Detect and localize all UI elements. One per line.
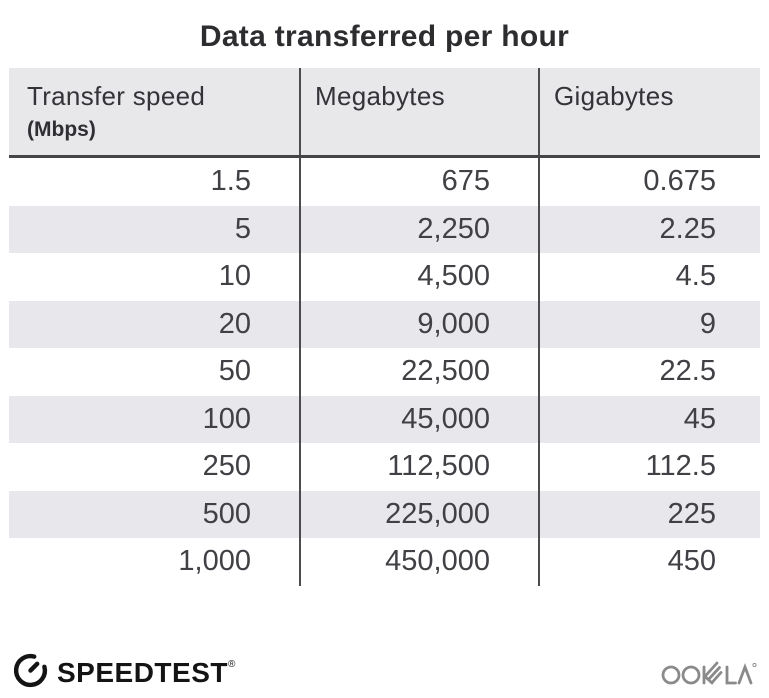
cell-megabytes: 2,250 (301, 205, 540, 253)
cell-gigabytes: 4.5 (675, 260, 716, 293)
speedtest-wordmark: SPEEDTEST® (57, 656, 236, 688)
ookla-wordmark-icon (661, 653, 757, 692)
footer: SPEEDTEST® (0, 652, 769, 694)
header-mbps-sublabel: (Mbps) (27, 118, 96, 141)
cell-gigabytes: 9 (699, 307, 716, 340)
cell-gigabytes: 112.5 (645, 450, 716, 483)
cell-megabytes: 9,000 (301, 300, 540, 348)
cell-speed: 500 (9, 490, 301, 538)
cell-speed: 5 (9, 205, 301, 253)
cell-speed: 50 (9, 348, 301, 396)
table-body: 1.5 675 0.675 5 2,250 2.25 10 4,500 4.5 … (9, 158, 760, 586)
table-row: 250 112,500 112.5 (9, 443, 760, 491)
header-gigabytes: Gigabytes (540, 68, 760, 155)
cell-gigabytes: 450 (667, 545, 716, 578)
cell-speed: 20 (9, 300, 301, 348)
cell-gigabytes: 2.25 (659, 212, 716, 245)
header-transfer-speed: Transfer speed (Mbps) (9, 68, 301, 155)
cell-megabytes: 4,500 (301, 253, 540, 301)
cell-speed: 1.5 (9, 158, 301, 206)
table-row: 10 4,500 4.5 (9, 253, 760, 301)
registered-trademark-icon: ® (227, 658, 236, 670)
data-table: Transfer speed (Mbps) Megabytes Gigabyte… (9, 68, 760, 586)
cell-megabytes: 45,000 (301, 395, 540, 443)
ookla-logo (661, 653, 757, 692)
table-row: 100 45,000 45 (9, 395, 760, 443)
table-row: 20 9,000 9 (9, 300, 760, 348)
cell-gigabytes: 22.5 (659, 355, 716, 388)
table-header-row: Transfer speed (Mbps) Megabytes Gigabyte… (9, 68, 760, 158)
header-gigabytes-label: Gigabytes (554, 81, 674, 111)
table-row: 5 2,250 2.25 (9, 205, 760, 253)
page-title: Data transferred per hour (199, 20, 570, 53)
cell-gigabytes: 225 (667, 497, 716, 530)
cell-speed: 10 (9, 253, 301, 301)
speedtest-logo: SPEEDTEST® (12, 652, 236, 694)
header-megabytes-label: Megabytes (315, 81, 445, 111)
cell-megabytes: 675 (301, 158, 540, 206)
cell-gigabytes: 45 (683, 402, 716, 435)
header-transfer-speed-label: Transfer speed (27, 81, 206, 111)
cell-megabytes: 22,500 (301, 348, 540, 396)
header-megabytes: Megabytes (301, 68, 540, 155)
cell-speed: 1,000 (9, 538, 301, 586)
cell-speed: 100 (9, 395, 301, 443)
table-row: 500 225,000 225 (9, 490, 760, 538)
cell-megabytes: 112,500 (301, 443, 540, 491)
cell-speed: 250 (9, 443, 301, 491)
cell-megabytes: 450,000 (301, 538, 540, 586)
cell-megabytes: 225,000 (301, 490, 540, 538)
table-row: 1,000 450,000 450 (9, 538, 760, 586)
cell-gigabytes: 0.675 (643, 165, 716, 198)
gauge-icon (12, 652, 49, 694)
table-row: 50 22,500 22.5 (9, 348, 760, 396)
table-row: 1.5 675 0.675 (9, 158, 760, 206)
